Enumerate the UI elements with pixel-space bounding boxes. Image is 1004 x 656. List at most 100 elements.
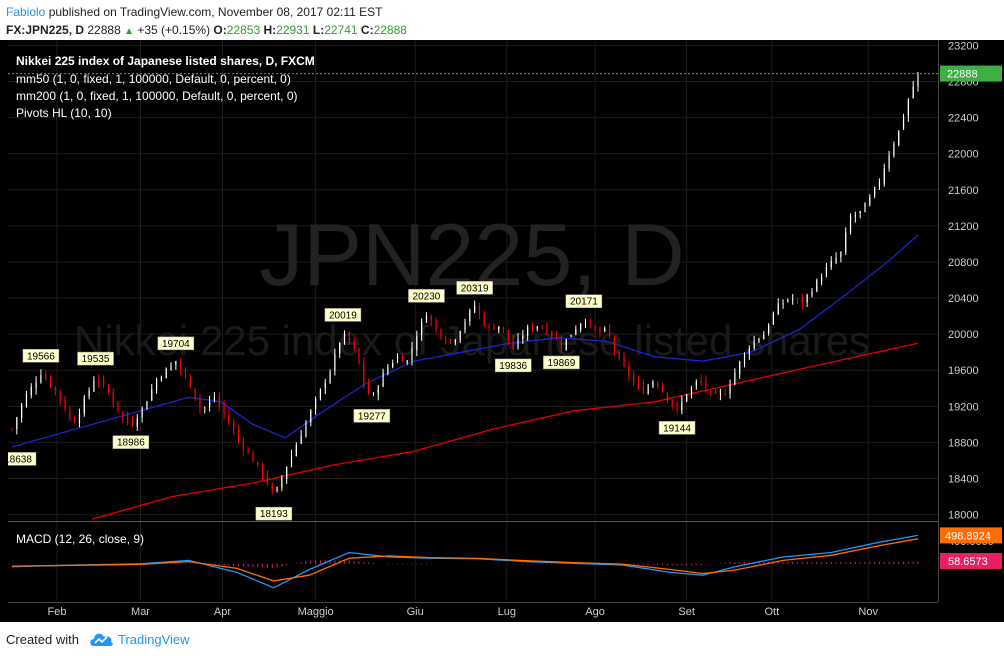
pivot-label: 19277 xyxy=(358,411,386,422)
candle-body xyxy=(628,365,630,376)
candle-body xyxy=(464,321,466,331)
tradingview-cloud-icon[interactable] xyxy=(88,630,114,648)
price-tick-label: 18000 xyxy=(948,510,979,522)
candle-body xyxy=(531,326,534,330)
candle-body xyxy=(734,372,736,385)
pivot-label: 19566 xyxy=(27,351,55,362)
candle-body xyxy=(888,155,890,169)
candle-body xyxy=(854,214,856,217)
candle-body xyxy=(792,299,794,301)
candle-body xyxy=(136,418,138,427)
tradingview-link[interactable]: TradingView xyxy=(118,632,190,647)
candle-body xyxy=(599,330,601,333)
pivot-label: 18193 xyxy=(260,509,288,520)
publish-line: Fabiolo published on TradingView.com, No… xyxy=(6,5,382,19)
high-label: H: xyxy=(263,23,277,37)
pivot-label: 19836 xyxy=(499,361,527,372)
candle-body xyxy=(724,393,726,395)
candle-body xyxy=(189,374,191,388)
candle-body xyxy=(146,401,148,410)
candle-body xyxy=(560,341,562,348)
author-link[interactable]: Fabiolo xyxy=(6,5,46,19)
candle-body xyxy=(175,360,177,366)
candle-body xyxy=(74,418,76,423)
price-axis[interactable] xyxy=(938,40,1004,622)
candle-body xyxy=(392,363,394,367)
macd-title[interactable]: MACD (12, 26, close, 9) xyxy=(16,532,144,546)
candle-body xyxy=(16,417,18,429)
study-mm200[interactable]: mm200 (1, 0, fixed, 1, 100000, Default, … xyxy=(16,89,298,103)
study-pivots[interactable]: Pivots HL (10, 10) xyxy=(16,106,112,120)
footer: Created with TradingView xyxy=(0,622,1004,656)
candle-body xyxy=(459,331,461,341)
price-chart[interactable]: JPN225, D Nikkei 225 index of Japanese l… xyxy=(0,40,1004,622)
candle-body xyxy=(768,325,770,334)
candle-body xyxy=(589,323,591,325)
price-tick-label: 19200 xyxy=(948,401,979,413)
pivot-labels: 19566 19535 19704 18986 18193 20019 19277 20230… xyxy=(0,281,696,521)
candle-body xyxy=(290,455,293,467)
price-tick-label: 20000 xyxy=(948,329,979,341)
candle-body xyxy=(141,407,143,418)
price-tick-label: 18400 xyxy=(948,473,979,485)
candle-body xyxy=(565,338,567,350)
candle-body xyxy=(11,428,13,430)
pivot-label-box xyxy=(565,294,603,308)
time-axis[interactable]: Feb Mar Apr Maggio Giu Lug Ago Set Ott Nov xyxy=(47,606,878,618)
candle-body xyxy=(551,331,553,336)
candle-body xyxy=(686,394,688,402)
candle-body xyxy=(204,407,206,409)
candle-body xyxy=(218,396,220,406)
candle-body xyxy=(580,323,582,330)
candle-body xyxy=(107,385,109,393)
candle-body xyxy=(257,462,259,465)
candle-body xyxy=(237,430,240,440)
candle-body xyxy=(35,382,37,389)
candle-body xyxy=(816,280,818,292)
candle-body xyxy=(753,340,755,348)
candle-body xyxy=(78,413,81,424)
last-price: 22888 xyxy=(87,23,121,37)
candle-body xyxy=(536,326,538,329)
pivot-label-box xyxy=(22,349,60,363)
macd-value-badge xyxy=(940,527,1002,544)
chart-header: Fabiolo published on TradingView.com, No… xyxy=(0,0,1004,42)
candle-body xyxy=(849,216,852,234)
candle-body xyxy=(396,356,399,363)
candle-body xyxy=(575,329,577,335)
pivot-label: 19144 xyxy=(663,423,691,434)
candle-body xyxy=(300,435,302,444)
candle-body xyxy=(705,379,707,389)
candle-body xyxy=(348,332,350,342)
candle-body xyxy=(801,297,803,304)
candle-body xyxy=(613,337,615,350)
candle-body xyxy=(874,187,876,197)
candle-body xyxy=(796,298,799,300)
time-tick-label: Lug xyxy=(498,606,516,618)
price-tick-label: 21200 xyxy=(948,221,979,233)
candle-body xyxy=(878,181,881,187)
candle-body xyxy=(334,353,336,372)
candle-body xyxy=(170,364,172,370)
candle-body xyxy=(633,376,635,382)
created-with-text: Created with xyxy=(6,632,79,647)
study-mm50[interactable]: mm50 (1, 0, fixed, 1, 100000, Default, 0… xyxy=(16,72,291,86)
candle-body xyxy=(787,299,789,302)
pivot-label-box xyxy=(77,351,114,366)
candle-body xyxy=(917,72,919,87)
candle-body xyxy=(522,335,524,340)
candle-body xyxy=(406,360,408,364)
candle-body xyxy=(517,339,519,349)
candle-body xyxy=(377,387,379,395)
pivot-label-box xyxy=(0,452,37,466)
symbol-label: FX:JPN225, D xyxy=(6,23,85,37)
candle-body xyxy=(729,384,731,394)
pivot-label: 18986 xyxy=(117,438,145,449)
candle-body xyxy=(30,386,32,396)
time-tick-label: Feb xyxy=(47,606,66,618)
candle-body xyxy=(869,197,871,205)
candle-body xyxy=(681,401,683,411)
candle-body xyxy=(700,380,702,382)
candle-body xyxy=(421,321,423,336)
candle-body xyxy=(440,329,442,338)
